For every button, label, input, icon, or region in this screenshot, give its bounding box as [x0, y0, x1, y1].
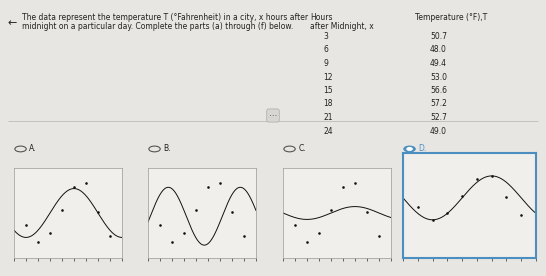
Text: 15: 15: [323, 86, 333, 95]
Point: [46, 231, 55, 235]
Text: 12: 12: [323, 73, 333, 81]
Point: [339, 184, 347, 189]
Text: 24: 24: [323, 126, 333, 136]
Text: B.: B.: [163, 144, 171, 153]
Point: [58, 208, 67, 212]
Point: [517, 213, 526, 217]
Text: The data represent the temperature T (°Fahrenheit) in a city, x hours after: The data represent the temperature T (°F…: [22, 13, 308, 22]
Text: after Midnight, x: after Midnight, x: [310, 22, 374, 31]
Point: [327, 208, 335, 212]
Circle shape: [407, 148, 412, 150]
Point: [487, 174, 496, 178]
Point: [302, 240, 311, 244]
Point: [428, 217, 437, 222]
Point: [216, 181, 224, 185]
Point: [375, 233, 383, 238]
Point: [443, 211, 452, 215]
Text: Hours: Hours: [310, 13, 333, 22]
Point: [502, 195, 511, 200]
Text: 50.7: 50.7: [430, 32, 447, 41]
Text: 49.4: 49.4: [430, 59, 447, 68]
Text: ⋯: ⋯: [269, 111, 277, 120]
Point: [168, 240, 176, 244]
Point: [351, 181, 359, 185]
Point: [228, 209, 236, 214]
Point: [22, 222, 31, 227]
Point: [363, 209, 371, 214]
Text: 6: 6: [323, 46, 328, 54]
Text: D.: D.: [418, 144, 426, 153]
Text: 3: 3: [323, 32, 328, 41]
Text: 56.6: 56.6: [430, 86, 447, 95]
Text: 53.0: 53.0: [430, 73, 447, 81]
Text: 18: 18: [323, 100, 333, 108]
Text: A.: A.: [29, 144, 37, 153]
Point: [93, 209, 102, 214]
Point: [204, 184, 212, 189]
Point: [413, 205, 422, 209]
Text: ←: ←: [8, 18, 17, 28]
Point: [180, 231, 188, 235]
Point: [314, 231, 323, 235]
Circle shape: [404, 146, 415, 152]
Text: 57.2: 57.2: [430, 100, 447, 108]
Text: Temperature (°F),T: Temperature (°F),T: [415, 13, 487, 22]
Point: [290, 222, 299, 227]
Point: [156, 222, 164, 227]
Point: [472, 177, 481, 181]
Text: C.: C.: [298, 144, 306, 153]
Text: 9: 9: [323, 59, 328, 68]
Text: 52.7: 52.7: [430, 113, 447, 122]
Point: [458, 194, 466, 198]
Point: [82, 181, 91, 185]
Point: [105, 233, 114, 238]
Point: [240, 233, 248, 238]
Text: midnight on a particular day. Complete the parts (a) through (f) below.: midnight on a particular day. Complete t…: [22, 22, 293, 31]
Point: [192, 208, 200, 212]
Text: 21: 21: [323, 113, 333, 122]
Text: 48.0: 48.0: [430, 46, 447, 54]
Point: [34, 240, 43, 244]
Text: 49.0: 49.0: [430, 126, 447, 136]
Point: [70, 184, 79, 189]
